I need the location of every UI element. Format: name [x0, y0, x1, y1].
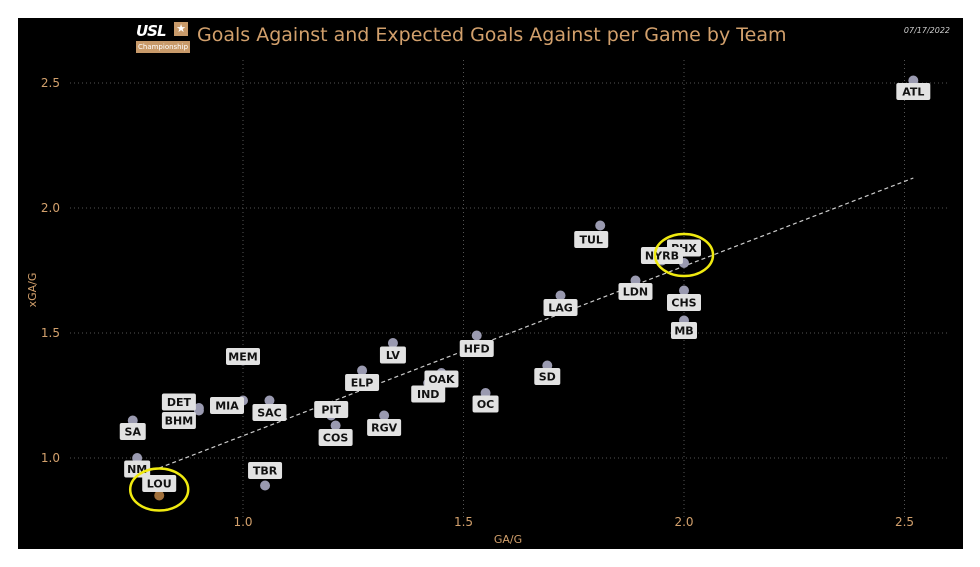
team-label-ind: IND [417, 388, 439, 401]
y-tick-label: 2.0 [41, 201, 60, 215]
x-tick-label: 1.5 [454, 515, 473, 529]
team-label-box [345, 374, 380, 391]
team-label-hfd: HFD [464, 343, 490, 356]
chart-title: Goals Against and Expected Goals Against… [197, 24, 787, 46]
team-label-box [210, 397, 244, 414]
team-label-rgv: RGV [371, 422, 397, 435]
y-tick-label: 1.5 [41, 326, 60, 340]
team-label-lv: LV [386, 349, 400, 362]
x-tick-label: 2.0 [674, 515, 693, 529]
team-label-atl: ATL [902, 86, 924, 99]
data-point-bhm [193, 405, 204, 416]
team-label-box [574, 231, 609, 248]
team-label-tul: TUL [579, 234, 602, 247]
team-label-bhm: BHM [165, 415, 194, 428]
team-label-box [640, 247, 683, 264]
team-label-oak: OAK [428, 373, 455, 386]
team-label-box [161, 393, 196, 411]
team-label-chs: CHS [671, 297, 696, 310]
x-axis-label: GA/G [494, 533, 522, 546]
y-tick-label: 1.0 [41, 451, 60, 465]
team-label-det: DET [167, 396, 192, 409]
star-icon: ★ [174, 22, 188, 36]
team-label-box [248, 462, 283, 479]
team-label-box [459, 340, 494, 357]
data-point-chs [679, 285, 689, 296]
team-label-oc: OC [477, 398, 494, 411]
team-label-lag: LAG [548, 302, 573, 315]
team-label-box [119, 423, 146, 440]
highlight-ring-lou [128, 467, 190, 512]
x-tick-label: 2.5 [895, 515, 914, 529]
team-label-box [379, 346, 406, 364]
data-point-elp [357, 365, 368, 376]
team-label-sd: SD [539, 371, 556, 384]
team-label-box [124, 460, 151, 478]
team-label-box [671, 322, 697, 339]
team-label-box [226, 348, 260, 365]
team-label-box [161, 412, 196, 429]
logo-subtitle: Championship [136, 41, 190, 53]
data-point-hfd [471, 330, 482, 341]
trend-line [158, 177, 914, 469]
data-point-lv [387, 338, 398, 348]
team-label-tbr: TBR [253, 465, 278, 478]
data-point-sac [264, 395, 275, 406]
team-label-mem: MEM [228, 351, 257, 364]
team-label-box [667, 294, 701, 311]
team-label-elp: ELP [351, 377, 374, 390]
chart-frame [18, 18, 963, 549]
team-label-box [314, 401, 349, 418]
logo-mark: USL [136, 22, 167, 40]
team-label-box [896, 83, 931, 100]
team-label-mb: MB [674, 325, 693, 338]
x-tick-label: 1.0 [233, 515, 252, 529]
team-label-lou: LOU [147, 478, 172, 491]
usl-logo: USL ★ Championship [136, 22, 190, 54]
data-point-lou [154, 490, 165, 501]
team-label-sac: SAC [257, 407, 282, 420]
team-label-box [543, 299, 578, 316]
team-label-box [142, 475, 177, 492]
highlight-ring-phx [653, 232, 715, 278]
team-label-box [367, 419, 402, 436]
team-label-box [411, 385, 446, 403]
data-point-tbr [260, 480, 271, 491]
team-label-box [318, 429, 353, 446]
data-point-rgv [379, 410, 390, 421]
data-point-cos [330, 420, 341, 431]
team-label-sa: SA [125, 426, 142, 439]
team-label-cos: COS [323, 432, 348, 445]
chart-date: 07/17/2022 [903, 26, 950, 35]
data-point-lag [555, 290, 566, 301]
team-label-box [472, 395, 499, 413]
data-point-tul [595, 220, 606, 231]
team-label-box [252, 404, 287, 421]
team-label-nm: NM [127, 463, 147, 476]
team-label-box [534, 368, 561, 385]
team-label-nyrb: NYRB [645, 250, 679, 263]
team-label-box [618, 283, 653, 300]
team-label-pit: PIT [321, 404, 341, 417]
team-label-ldn: LDN [623, 286, 648, 299]
team-label-mia: MIA [215, 400, 239, 413]
y-tick-label: 2.5 [41, 76, 60, 90]
y-axis-label: xGA/G [26, 273, 39, 308]
team-label-box [424, 370, 459, 388]
